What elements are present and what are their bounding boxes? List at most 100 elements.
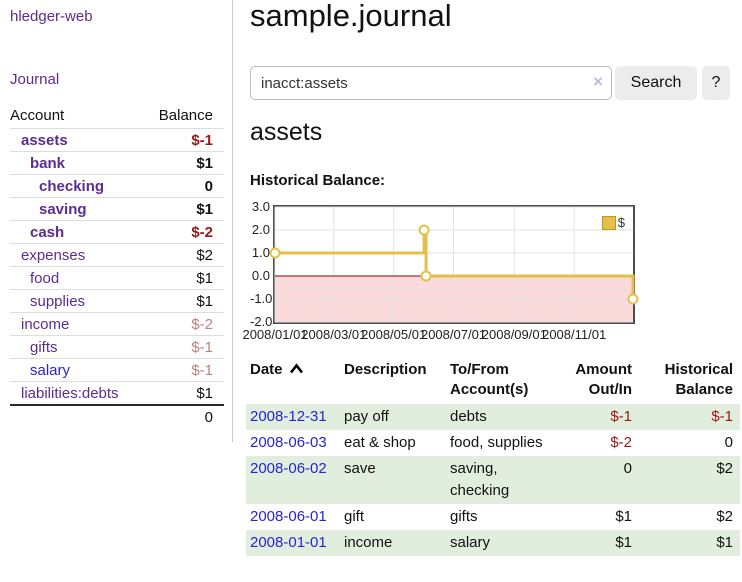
account-link-liabilities:debts[interactable]: liabilities:debts [21,385,119,402]
date-link[interactable]: 2008-12-31 [250,408,327,425]
nav-journal: Journal [10,71,59,88]
header-amount: Amount Out/In [547,358,632,404]
account-link-saving[interactable]: saving [39,201,87,218]
account-link-bank[interactable]: bank [30,155,66,172]
x-axis-label: 2008/03/01 [301,327,367,342]
account-balance: $-2 [191,316,213,333]
date-link[interactable]: 2008-06-01 [250,508,327,525]
account-row: expenses $2 [10,243,224,266]
accounts-header: Account Balance [10,104,224,128]
chart-canvas [269,206,639,323]
register-header: Date Description To/From Account(s) Amount Ou… [246,358,740,404]
cell-date: 2008-06-01 [246,504,344,530]
cell-amount: $-1 [610,408,632,425]
account-row: liabilities:debts $1 [10,381,224,404]
app-title-link[interactable]: hledger-web [10,8,93,25]
accounts-table: Account Balance assets $-1 bank $1 checking 0… [10,104,224,430]
account-row: income $-2 [10,312,224,335]
account-link-income[interactable]: income [21,316,70,333]
account-balance: $-2 [191,224,213,241]
header-accounts: To/From Account(s) [450,358,547,404]
chart-title: Historical Balance: [250,172,386,189]
app-title: hledger-web [10,8,93,25]
data-point-marker[interactable] [418,224,430,236]
x-axis-label: 2008/05/01 [361,327,427,342]
header-date[interactable]: Date [246,358,344,404]
cell-description: eat & shop [344,434,416,451]
data-point-marker[interactable] [627,293,639,305]
account-row: bank $1 [10,151,224,174]
y-axis-label: 0.0 [251,268,270,283]
help-button[interactable]: ? [702,66,730,100]
account-row: checking 0 [10,174,224,197]
cell-amount: $-2 [610,434,632,451]
x-axis-label: 2008/07/01 [420,327,487,342]
cell-accounts: salary [450,534,491,551]
account-link-supplies[interactable]: supplies [30,293,86,310]
account-link-assets[interactable]: assets [21,132,68,149]
cell-description: save [344,460,376,477]
date-link[interactable]: 2008-06-02 [250,460,327,477]
date-link[interactable]: 2008-01-01 [250,534,327,551]
cell-amount: $1 [615,508,632,525]
cell-date: 2008-01-01 [246,530,344,556]
account-link-expenses[interactable]: expenses [21,247,86,264]
header-desc: Description [344,358,450,404]
cell-balance: $1 [716,534,733,551]
account-balance: $-1 [191,362,213,379]
account-link-cash[interactable]: cash [30,224,65,241]
cell-accounts: food, supplies [450,434,543,451]
sort-asc-icon [289,363,303,374]
search-field-wrap: × [250,66,612,100]
header-line: Date [250,360,344,380]
data-point-marker[interactable] [269,247,281,259]
account-balance: $1 [196,270,213,287]
account-row: salary $-1 [10,358,224,381]
header-balance: Historical Balance [632,358,740,404]
account-link-checking[interactable]: checking [39,178,105,195]
accounts-header-account: Account [10,107,65,124]
journal-link[interactable]: Journal [10,71,60,88]
header-line: Account(s) [450,381,529,398]
account-row: cash $-2 [10,220,224,243]
accounts-total-row: 0 [10,404,224,430]
search-input[interactable] [250,66,612,100]
cell-description: pay off [344,408,389,425]
register-rows: 2008-12-31 pay off debts $-1 $-1 2008-06-03 ea… [246,404,740,556]
data-point-marker[interactable] [420,270,432,282]
account-balance: 0 [204,178,213,195]
x-axis-label: 2008/01/01 [242,327,308,342]
account-link-gifts[interactable]: gifts [30,339,58,356]
header-line: Balance [675,381,733,398]
account-row: assets $-1 [10,128,224,151]
account-balance: $1 [196,293,213,310]
cell-amount: $1 [615,534,632,551]
cell-balance: 0 [724,434,733,451]
account-link-salary[interactable]: salary [30,362,71,379]
main-content: sample.journal × Search ? assets Histori… [242,0,742,582]
clear-search-icon[interactable]: × [593,72,603,91]
account-balance: $-1 [191,339,213,356]
header-line: Description [344,361,427,378]
cell-date: 2008-06-02 [246,456,344,504]
accounts-rows: assets $-1 bank $1 checking 0 saving $1 cash $-2 e… [10,128,224,404]
account-heading: assets [250,118,323,146]
y-axis-label: 3.0 [251,199,270,214]
date-link[interactable]: 2008-06-03 [250,434,327,451]
search-button[interactable]: Search [615,66,697,100]
y-axis-label: -1.0 [250,291,273,306]
cell-accounts: saving, checking [450,460,510,499]
cell-accounts: debts [450,408,487,425]
legend-swatch [601,215,616,230]
account-link-food[interactable]: food [30,270,60,287]
cell-balance: $2 [716,508,733,525]
x-axis-label: 2008/09/01 [481,327,547,342]
accounts-header-balance: Balance [158,107,213,124]
account-balance: $1 [196,155,213,172]
cell-balance: $2 [716,460,733,477]
cell-accounts: gifts [450,508,478,525]
legend-label: $ [617,215,625,230]
account-balance: $1 [196,385,213,402]
account-row: gifts $-1 [10,335,224,358]
account-balance: $2 [196,247,213,264]
